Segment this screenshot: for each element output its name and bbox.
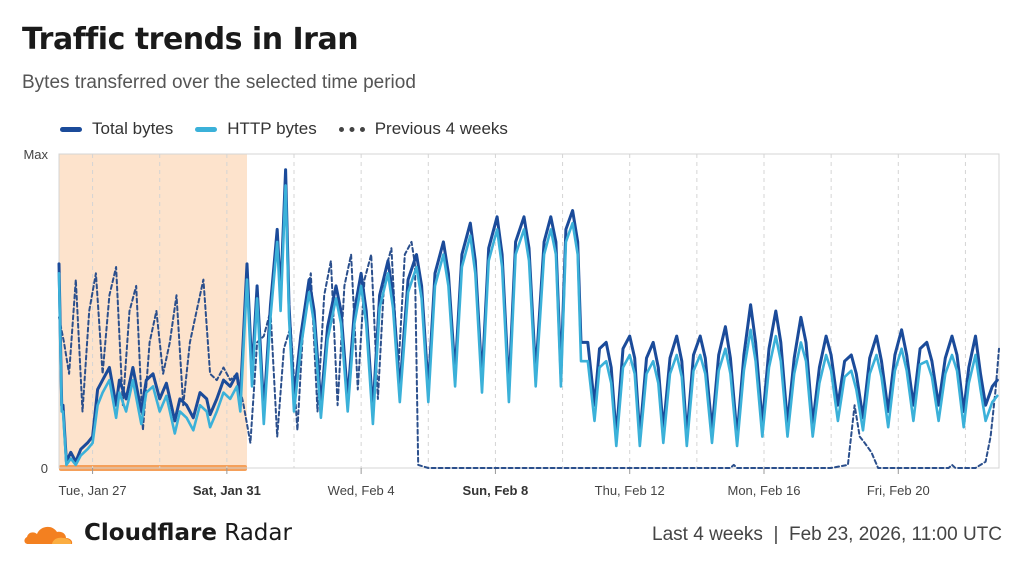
x-tick-label: Sun, Feb 8 <box>463 483 529 498</box>
x-tick-label: Tue, Jan 27 <box>58 483 126 498</box>
series-line-previous-4-weeks <box>58 240 1000 469</box>
x-tick-label: Mon, Feb 16 <box>728 483 801 498</box>
time-period: Last 4 weeks <box>652 524 763 545</box>
legend-item-previous[interactable]: Previous 4 weeks <box>338 119 508 139</box>
y-tick-label-max: Max <box>23 147 48 162</box>
highlight-region <box>59 154 247 468</box>
legend-label-total: Total bytes <box>92 119 174 138</box>
traffic-chart: Tue, Jan 27 Sat, Jan 31 Wed, Feb 4 Sun, Feb… <box>23 147 1000 498</box>
x-tick-label: Sat, Jan 31 <box>193 483 261 498</box>
brand-name-light: Radar <box>224 520 292 546</box>
page-subtitle: Bytes transferred over the selected time… <box>22 72 416 93</box>
y-tick-label-zero: 0 <box>41 461 48 476</box>
x-tick-label: Thu, Feb 12 <box>595 483 665 498</box>
footer-brand: Cloudflare Radar <box>22 520 292 546</box>
series-line-http-bytes <box>57 184 999 467</box>
timestamp: Feb 23, 2026, 11:00 UTC <box>789 524 1002 545</box>
legend-swatch-previous <box>338 126 365 132</box>
legend-swatch-http <box>195 126 218 132</box>
footer-separator: | <box>773 524 779 545</box>
cloudflare-logo-icon <box>24 526 73 544</box>
x-tick-label: Wed, Feb 4 <box>328 483 395 498</box>
legend-item-http[interactable]: HTTP bytes <box>195 119 317 139</box>
legend-label-http: HTTP bytes <box>227 119 317 138</box>
brand-name: Cloudflare Radar <box>84 520 292 546</box>
legend-swatch-total <box>60 126 82 132</box>
page-title: Traffic trends in Iran <box>22 22 359 57</box>
chart-legend: Total bytes HTTP bytes Previous 4 weeks <box>60 119 508 139</box>
series-line-total-bytes <box>57 168 999 464</box>
legend-item-total[interactable]: Total bytes <box>60 119 173 139</box>
legend-label-previous: Previous 4 weeks <box>374 119 508 138</box>
brand-name-bold: Cloudflare <box>84 520 217 546</box>
x-tick-label: Fri, Feb 20 <box>867 483 930 498</box>
footer-meta: Last 4 weeks | Feb 23, 2026, 11:00 UTC <box>652 524 1002 546</box>
